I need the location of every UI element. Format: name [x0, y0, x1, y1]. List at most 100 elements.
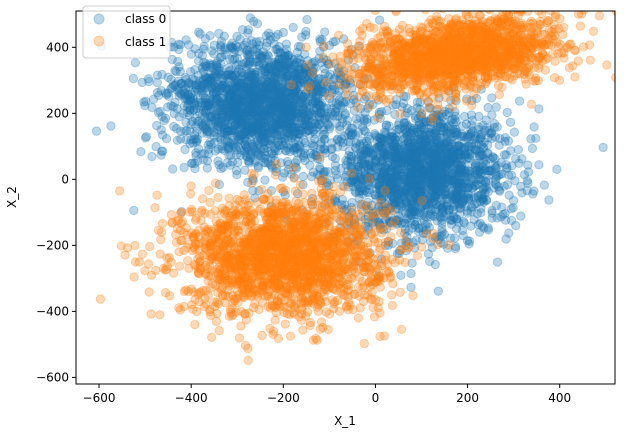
data-point — [297, 95, 308, 105]
data-point — [315, 152, 325, 162]
data-point — [502, 107, 512, 118]
data-point — [450, 200, 461, 210]
data-point — [328, 181, 339, 192]
data-point — [250, 73, 260, 84]
data-point — [381, 120, 391, 131]
data-point — [216, 70, 226, 80]
data-point — [214, 28, 224, 39]
data-point — [190, 65, 200, 75]
data-point — [268, 76, 278, 87]
data-point — [354, 127, 364, 138]
data-point — [473, 190, 483, 201]
data-point — [221, 81, 232, 92]
data-point — [182, 108, 193, 118]
data-point — [185, 126, 195, 136]
data-point — [209, 127, 219, 137]
data-point — [437, 182, 448, 193]
data-point — [283, 119, 293, 129]
data-point — [342, 115, 353, 126]
data-point — [304, 125, 314, 135]
data-point — [487, 93, 497, 103]
data-point — [446, 128, 456, 139]
data-point — [164, 91, 174, 102]
data-point — [293, 128, 303, 139]
data-point — [396, 270, 406, 280]
data-point — [91, 126, 102, 136]
data-point — [274, 87, 284, 97]
data-point — [171, 123, 182, 134]
data-point — [236, 110, 246, 120]
data-point — [506, 170, 517, 181]
data-point — [386, 221, 397, 231]
data-point — [168, 101, 179, 112]
data-point — [261, 118, 272, 128]
data-point — [288, 22, 298, 33]
data-point — [305, 320, 315, 331]
data-point — [273, 333, 284, 344]
data-point — [216, 93, 226, 103]
data-point — [346, 154, 357, 165]
data-point — [265, 93, 275, 103]
data-point — [262, 77, 273, 87]
data-point — [262, 79, 272, 90]
data-point — [335, 121, 345, 132]
data-point — [233, 136, 243, 147]
data-point — [186, 67, 196, 77]
data-point — [406, 164, 417, 174]
data-point — [198, 74, 209, 85]
data-point — [292, 80, 303, 90]
data-point — [247, 99, 257, 109]
data-point — [143, 74, 154, 84]
data-point — [293, 53, 303, 64]
data-point — [146, 309, 156, 319]
data-point — [483, 102, 493, 113]
data-point — [202, 156, 213, 166]
data-point — [264, 97, 275, 107]
data-point — [225, 89, 235, 99]
data-point — [341, 79, 351, 89]
data-point — [392, 125, 402, 135]
data-point — [495, 186, 505, 196]
data-point — [283, 123, 293, 133]
data-point — [220, 70, 230, 81]
data-point — [249, 120, 260, 130]
data-point — [263, 89, 274, 99]
data-point — [396, 324, 407, 334]
data-point — [257, 330, 267, 341]
data-point — [389, 141, 399, 152]
data-point — [242, 37, 252, 48]
data-point — [243, 106, 253, 116]
data-point — [490, 154, 500, 164]
data-point — [247, 117, 257, 127]
data-point — [232, 53, 243, 63]
data-point — [249, 170, 259, 180]
data-point — [491, 102, 501, 112]
data-point — [250, 155, 261, 166]
data-point — [269, 72, 279, 82]
data-point — [324, 309, 335, 319]
data-point — [437, 169, 448, 179]
data-point — [191, 103, 201, 114]
data-point — [299, 135, 309, 145]
data-point — [433, 286, 443, 296]
data-point — [344, 146, 354, 157]
data-point — [254, 49, 264, 59]
data-point — [252, 19, 263, 29]
data-point — [483, 223, 493, 233]
data-point — [259, 118, 269, 129]
data-point — [374, 132, 384, 143]
data-point — [218, 81, 228, 92]
data-point — [192, 85, 203, 95]
data-point — [225, 103, 235, 113]
data-point — [328, 75, 339, 85]
data-point — [217, 86, 227, 96]
data-point — [155, 310, 165, 320]
data-point — [358, 150, 369, 160]
data-point — [239, 89, 249, 99]
data-point — [292, 155, 302, 165]
data-point — [193, 87, 204, 97]
data-point — [492, 213, 502, 223]
data-point — [330, 107, 341, 117]
data-point — [202, 104, 212, 115]
data-point — [270, 90, 280, 100]
